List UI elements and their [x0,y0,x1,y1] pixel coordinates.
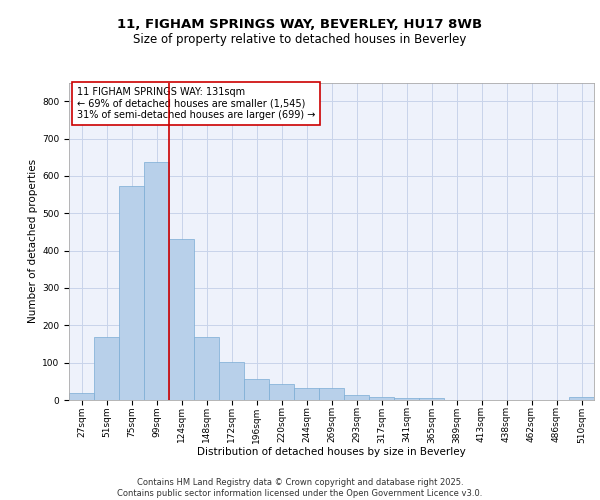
X-axis label: Distribution of detached houses by size in Beverley: Distribution of detached houses by size … [197,447,466,457]
Text: Contains HM Land Registry data © Crown copyright and database right 2025.
Contai: Contains HM Land Registry data © Crown c… [118,478,482,498]
Y-axis label: Number of detached properties: Number of detached properties [28,159,38,324]
Bar [194,336,219,400]
Bar [219,362,244,400]
Bar [344,395,369,400]
Bar [144,162,169,400]
Bar [419,398,444,400]
Bar [294,388,319,400]
Bar [369,396,394,400]
Bar [269,384,294,400]
Bar [119,186,144,400]
Bar [319,388,344,400]
Bar [244,378,269,400]
Bar [569,398,594,400]
Bar [69,394,94,400]
Bar [169,240,194,400]
Text: Size of property relative to detached houses in Beverley: Size of property relative to detached ho… [133,32,467,46]
Text: 11, FIGHAM SPRINGS WAY, BEVERLEY, HU17 8WB: 11, FIGHAM SPRINGS WAY, BEVERLEY, HU17 8… [118,18,482,30]
Bar [94,337,119,400]
Bar [394,398,419,400]
Text: 11 FIGHAM SPRINGS WAY: 131sqm
← 69% of detached houses are smaller (1,545)
31% o: 11 FIGHAM SPRINGS WAY: 131sqm ← 69% of d… [77,88,315,120]
